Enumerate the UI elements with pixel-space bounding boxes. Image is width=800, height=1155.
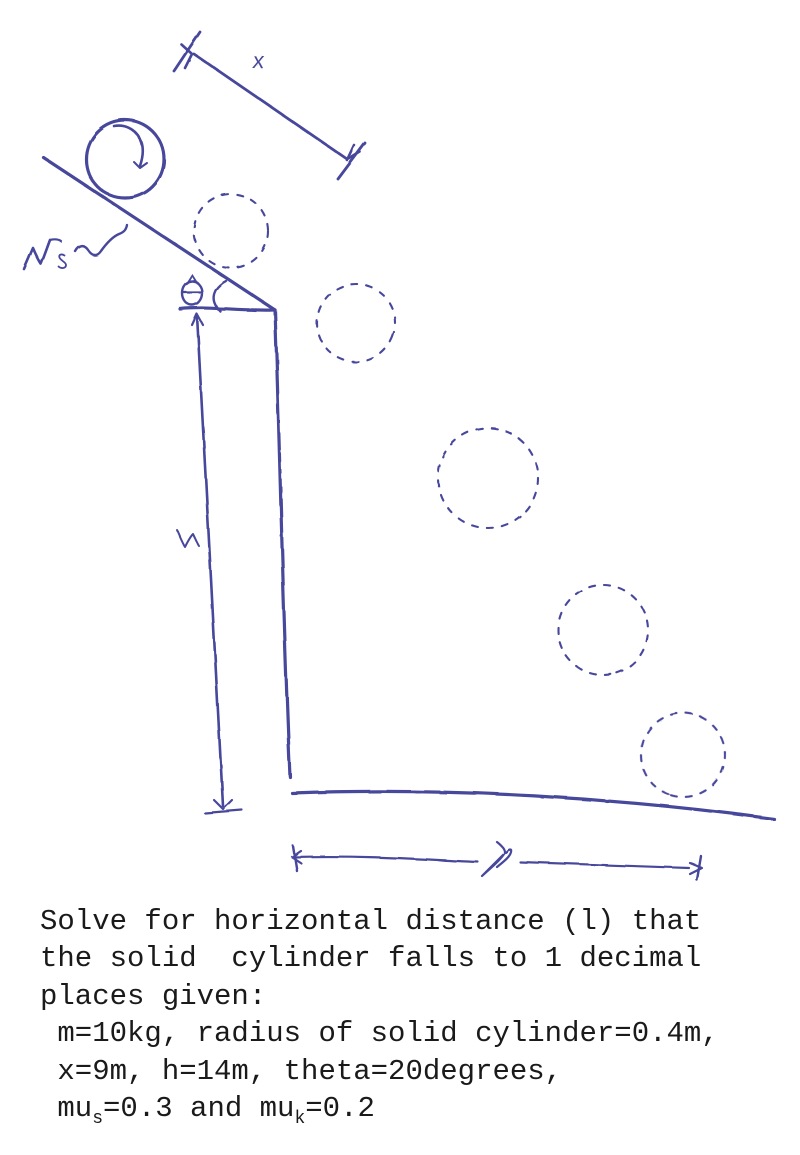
svg-text:x: x [251, 48, 265, 73]
